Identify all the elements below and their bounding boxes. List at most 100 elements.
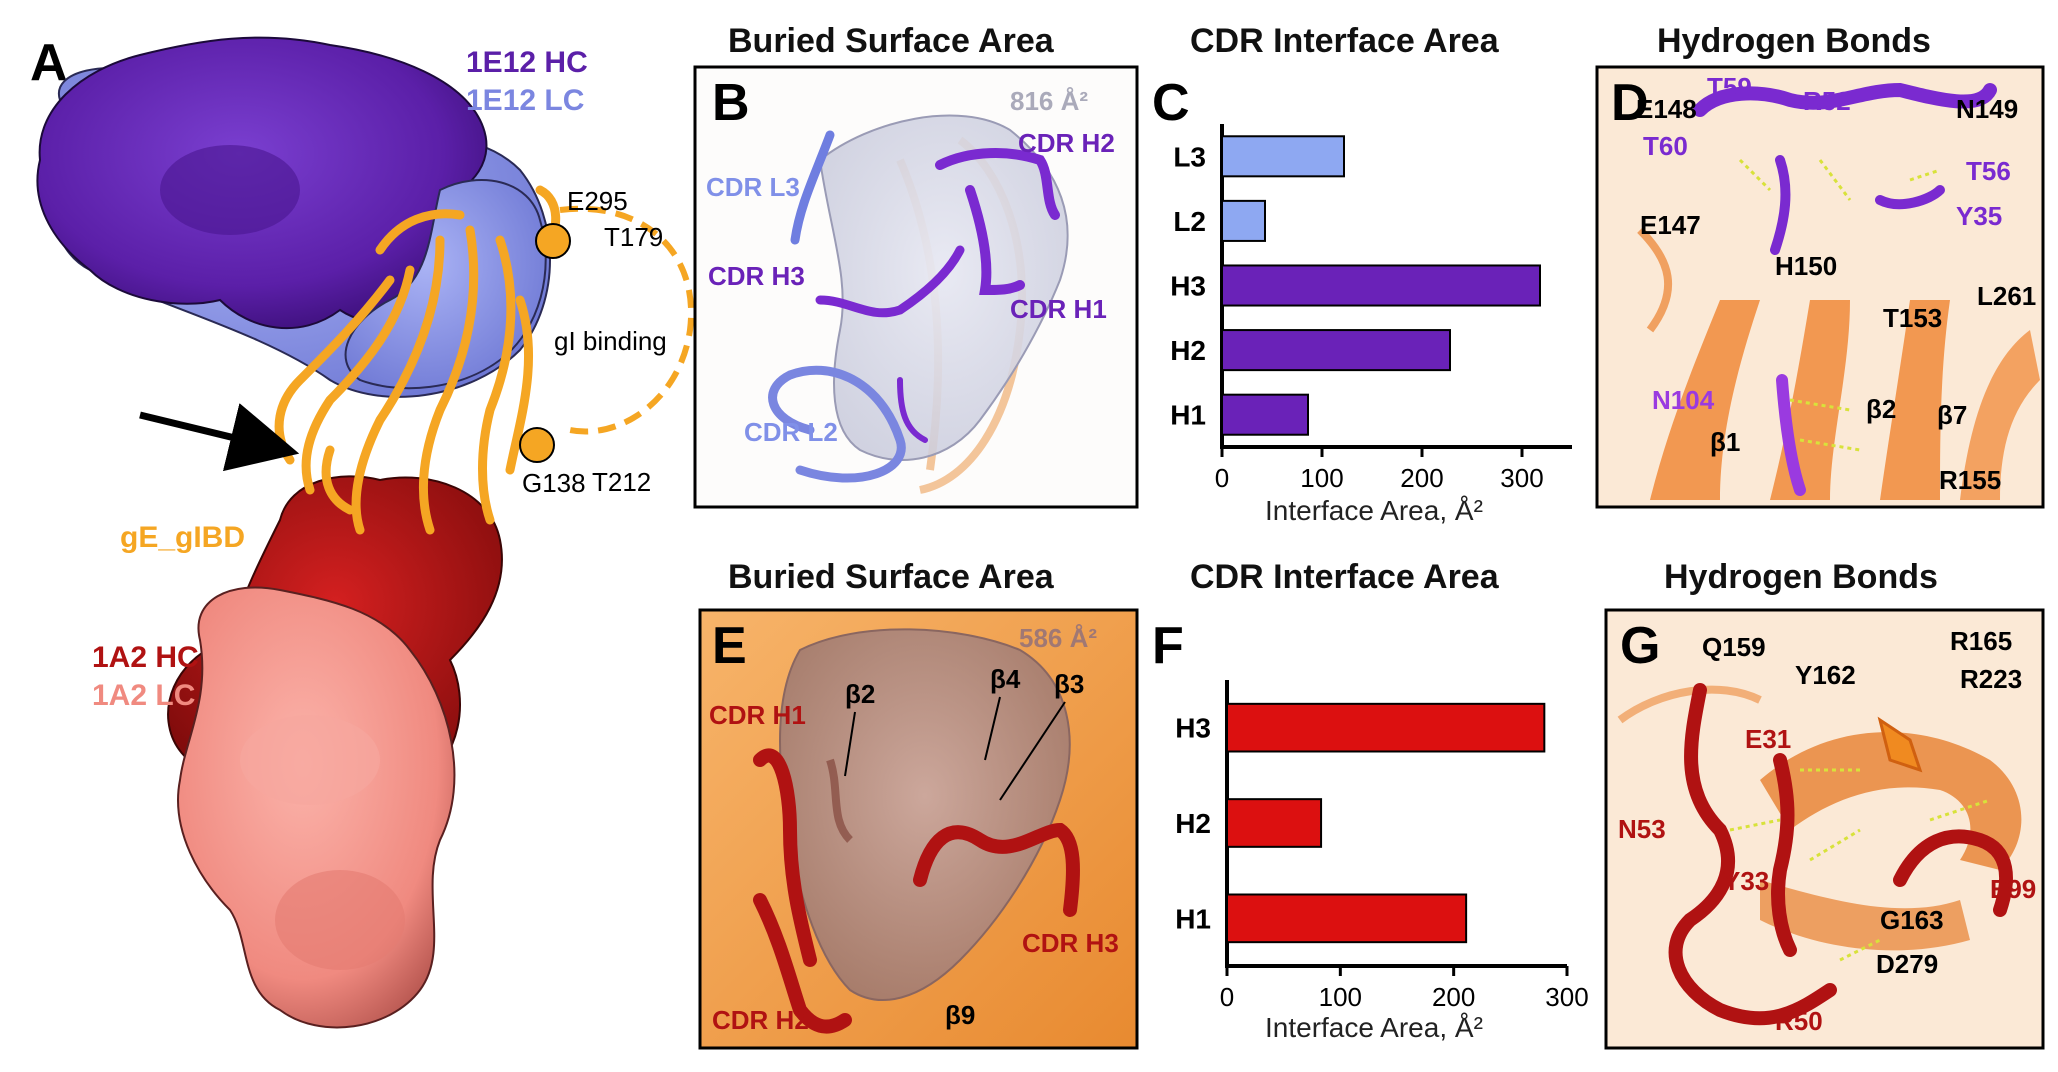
- label-y35: Y35: [1956, 201, 2002, 231]
- chart-f-xlabel: Interface Area, Å²: [1265, 1012, 1483, 1043]
- label-t56: T56: [1966, 156, 2011, 186]
- label-r165: R165: [1950, 626, 2012, 656]
- chart-f-xtick-label: 100: [1319, 982, 1362, 1012]
- label-d279: D279: [1876, 949, 1938, 979]
- panel-b-title: Buried Surface Area: [728, 22, 1055, 60]
- arrow-pointer: [139, 403, 300, 472]
- label-cdr-h3-b: CDR H3: [708, 261, 805, 291]
- g138-marker: [519, 427, 555, 463]
- label-y162: Y162: [1795, 660, 1856, 690]
- label-cdr-h2-e: CDR H2: [712, 1005, 809, 1035]
- chart-c-category-h1: H1: [1170, 400, 1206, 431]
- label-t153: T153: [1883, 303, 1942, 333]
- label-t179: T179: [604, 222, 663, 252]
- lc2-shadow: [275, 870, 405, 970]
- label-g138: G138: [522, 468, 586, 498]
- label-t212: T212: [592, 467, 651, 497]
- chart-f-xtick-label: 200: [1432, 982, 1475, 1012]
- label-e148: E148: [1636, 94, 1697, 124]
- label-t59: T59: [1707, 72, 1752, 102]
- chart-f-xtick-label: 300: [1545, 982, 1588, 1012]
- label-1e12-hc: 1E12 HC: [466, 46, 588, 79]
- chart-c-bar-l2: [1221, 199, 1266, 242]
- panel-c-title: CDR Interface Area: [1190, 22, 1500, 60]
- panel-b-area: 816 Å²: [1010, 86, 1088, 116]
- label-e31: E31: [1745, 724, 1791, 754]
- label-r52: R52: [1803, 86, 1851, 116]
- label-cdr-h1-e: CDR H1: [709, 700, 806, 730]
- label-ge-gibd: gE_gIBD: [120, 521, 245, 554]
- chart-c-category-h2: H2: [1170, 335, 1206, 366]
- label-cdr-l2: CDR L2: [744, 417, 838, 447]
- panel-c-letter: C: [1152, 74, 1190, 132]
- gi-binding-arc: [559, 205, 695, 435]
- panel-c: CDR Interface Area C 0 100 200 300 L3 L2 H3 H2 H…: [1152, 22, 1572, 526]
- label-cdr-h2-b: CDR H2: [1018, 128, 1115, 158]
- chart-c-bar-h1: [1221, 393, 1309, 436]
- chart-c-xtick-label: 100: [1300, 463, 1343, 493]
- panel-f-letter: F: [1152, 617, 1184, 675]
- label-1a2-lc: 1A2 LC: [92, 679, 195, 712]
- chart-c-category-h3: H3: [1170, 271, 1206, 302]
- pointer-beta4-e: [984, 696, 1001, 761]
- chart-c-xtick-label: 0: [1215, 463, 1229, 493]
- chart-c-category-l2: L2: [1173, 206, 1206, 237]
- label-1a2-hc: 1A2 HC: [92, 641, 199, 674]
- chart-f-bar-h3: [1226, 702, 1546, 753]
- panel-g: Hydrogen Bonds G Q159 R165 Y162 R223 E31…: [1604, 558, 2045, 1050]
- label-n149: N149: [1956, 94, 2018, 124]
- chart-c-bar-h2: [1221, 329, 1451, 372]
- label-y33: Y33: [1723, 866, 1769, 896]
- pointer-beta3-e: [999, 701, 1066, 801]
- panel-d-letter: D: [1611, 74, 1649, 132]
- label-r50: R50: [1775, 1006, 1823, 1036]
- label-g163: G163: [1880, 905, 1944, 935]
- pointer-beta2-e: [844, 711, 856, 777]
- label-h150: H150: [1775, 251, 1837, 281]
- panel-a-letter: A: [30, 34, 68, 92]
- chart-c-xtick-label: 300: [1500, 463, 1543, 493]
- label-1e12-lc: 1E12 LC: [466, 84, 584, 117]
- panel-a: A E295 T179 G138 T: [30, 34, 695, 1029]
- panel-g-letter: G: [1620, 617, 1660, 675]
- label-e147: E147: [1640, 210, 1701, 240]
- chart-c-xtick-label: 200: [1400, 463, 1443, 493]
- label-beta7-d: β7: [1937, 400, 1967, 430]
- chart-f-bar-h2: [1226, 798, 1323, 848]
- label-l261: L261: [1977, 281, 2036, 311]
- label-beta2-d: β2: [1866, 394, 1896, 424]
- chart-f-xtick-label: 0: [1220, 982, 1234, 1012]
- label-e295: E295: [567, 186, 628, 216]
- label-e99: E99: [1990, 874, 2036, 904]
- chart-f-bar-h1: [1226, 893, 1468, 944]
- label-cdr-h3-e: CDR H3: [1022, 928, 1119, 958]
- label-t60: T60: [1643, 131, 1688, 161]
- label-cdr-h1-b: CDR H1: [1010, 294, 1107, 324]
- label-n104: N104: [1652, 385, 1715, 415]
- label-r155: R155: [1939, 465, 2001, 495]
- chart-f-category-h1: H1: [1175, 903, 1211, 934]
- chart-f: 0 100 200 300 H3 H2 H1: [1175, 680, 1589, 1012]
- label-n53: N53: [1618, 814, 1666, 844]
- panel-b-art: [773, 116, 1068, 490]
- panel-e: Buried Surface Area E 586 Å² CDR H1 β2 β…: [698, 558, 1139, 1050]
- panel-e-area: 586 Å²: [1019, 623, 1097, 653]
- label-beta9-e: β9: [945, 1000, 975, 1030]
- chart-f-category-h3: H3: [1175, 713, 1211, 744]
- lc2-highlight: [240, 715, 380, 805]
- label-beta3-e: β3: [1054, 669, 1084, 699]
- panel-g-art: [1617, 683, 2022, 1026]
- chart-f-category-h2: H2: [1175, 808, 1211, 839]
- label-beta4-e: β4: [990, 664, 1021, 694]
- label-q159: Q159: [1702, 632, 1766, 662]
- panel-f: CDR Interface Area F 0 100 200 300 H3 H2 H1 In…: [1152, 558, 1589, 1043]
- panel-d: Hydrogen Bonds D E148 T59 R52 N149 T60: [1595, 22, 2045, 509]
- panel-d-art: [1637, 82, 2040, 500]
- panel-e-letter: E: [712, 617, 747, 675]
- panel-d-title: Hydrogen Bonds: [1657, 22, 1931, 60]
- chart-c-bar-l3: [1221, 135, 1345, 178]
- label-gi-binding: gI binding: [554, 326, 667, 356]
- chart-c-category-l3: L3: [1173, 141, 1206, 172]
- label-r223: R223: [1960, 664, 2022, 694]
